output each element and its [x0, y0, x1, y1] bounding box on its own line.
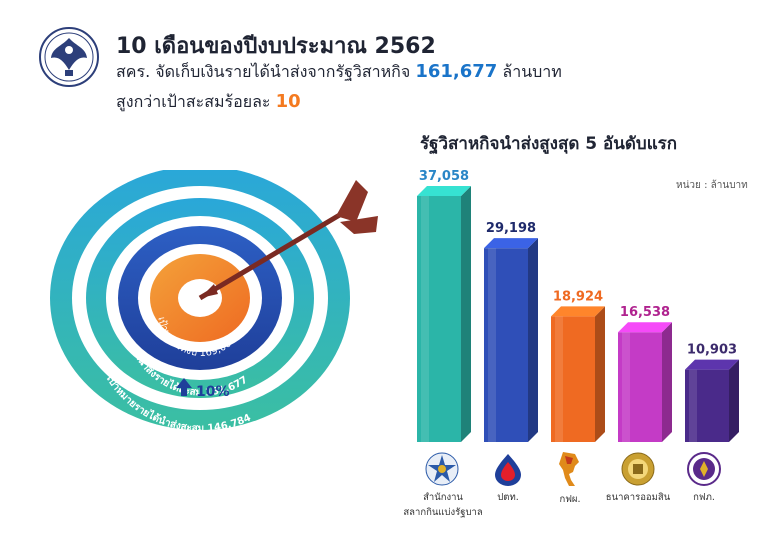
bar-top-5: [685, 359, 739, 370]
bar-front-2: [484, 248, 528, 442]
increase-label: 10%: [196, 384, 230, 400]
bar-side-2: [528, 238, 538, 442]
bar-chart: 37,058 29,198 18,924 16,538 10,903: [417, 169, 739, 442]
pea-caption: กฟภ.: [693, 492, 715, 503]
glo-caption: สำนักงาน สลากกินแบ่งรัฐบาล: [403, 492, 483, 518]
egat-thailand-map-icon: [559, 452, 579, 486]
bar-side-3: [595, 306, 605, 442]
bar-front-1: [417, 196, 461, 442]
bar-3: 18,924: [551, 289, 605, 442]
bar-top-4: [618, 322, 672, 333]
ptt-caption: ปตท.: [497, 492, 519, 503]
pea-logo-icon: [687, 452, 721, 486]
arrow-shaft: [198, 207, 350, 301]
bar-value-label-1: 37,058: [419, 169, 469, 184]
bar-value-label-4: 16,538: [620, 305, 670, 320]
bar-front-3: [551, 316, 595, 442]
bar-1: 37,058: [417, 169, 471, 442]
gsb-logo-icon: [621, 452, 655, 486]
percent-above-target: 10: [275, 91, 301, 112]
target-graphic: เป้าหมายทั้งปี 169,000 เงินนำส่งรายได้สะ…: [50, 170, 378, 434]
unit-note: หน่วย : ล้านบาท: [676, 180, 748, 191]
bar-front-4: [618, 332, 662, 442]
chart-title: รัฐวิสาหกิจนำส่งสูงสุด 5 อันดับแรก: [420, 134, 678, 154]
revenue-summary: สคร. จัดเก็บเงินรายได้นำส่งจากรัฐวิสาหกิ…: [116, 61, 562, 82]
company-icons: สำนักงาน สลากกินแบ่งรัฐบาล ปตท. กฟผ. ธนาค…: [395, 448, 775, 548]
bar-top-1: [417, 186, 471, 196]
bar-2: 29,198: [484, 221, 538, 442]
gsb-caption: ธนาคารออมสิน: [605, 492, 671, 503]
bar-5: 10,903: [685, 343, 739, 442]
bar-side-1: [461, 186, 471, 442]
egat-caption: กฟผ.: [559, 494, 581, 505]
sepo-emblem-icon: [39, 27, 99, 87]
bar-front-5: [685, 369, 729, 442]
ptt-logo-icon: [495, 454, 521, 486]
revenue-total: 161,677: [415, 61, 498, 82]
up-arrow-icon: [176, 378, 192, 396]
bar-top-2: [484, 238, 538, 249]
page-title: 10 เดือนของปีงบประมาณ 2562: [116, 34, 436, 59]
target-summary: สูงกว่าเป้าสะสมร้อยละ 10: [116, 91, 301, 112]
bar-side-5: [729, 359, 739, 442]
bar-4: 16,538: [618, 305, 672, 442]
glo-logo-icon: [425, 452, 459, 486]
bar-side-4: [662, 322, 672, 442]
bar-value-label-2: 29,198: [486, 221, 536, 236]
bar-value-label-5: 10,903: [687, 343, 737, 358]
arrow-fletching: [336, 180, 368, 222]
bar-top-3: [551, 306, 605, 317]
bar-value-label-3: 18,924: [553, 289, 603, 304]
